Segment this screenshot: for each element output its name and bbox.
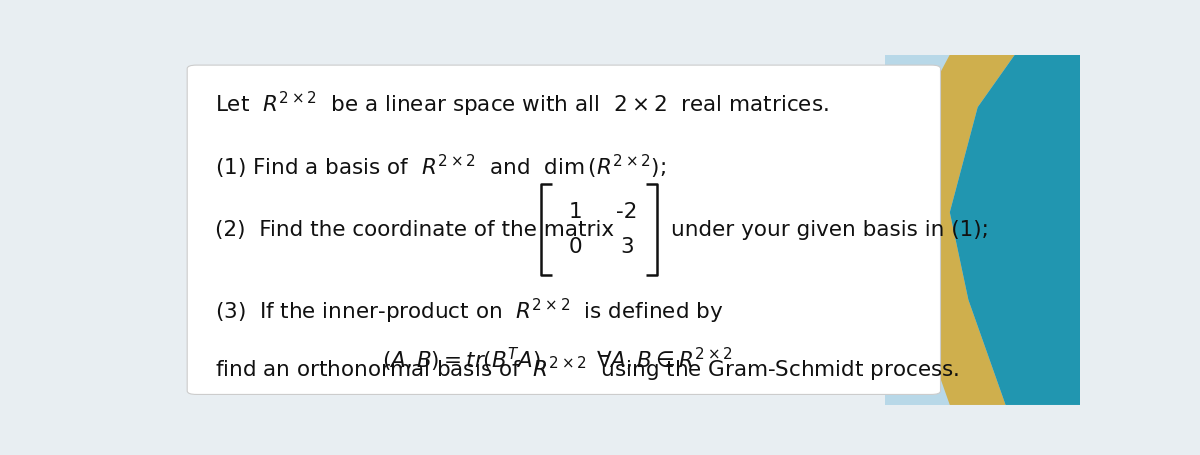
Text: (1) Find a basis of  $R^{2\times2}$  and  $\mathrm{dim}\,(R^{2\times2})$;: (1) Find a basis of $R^{2\times2}$ and $… bbox=[215, 153, 666, 181]
FancyBboxPatch shape bbox=[187, 65, 941, 394]
Polygon shape bbox=[884, 55, 1080, 405]
Text: Let  $R^{2\times2}$  be a linear space with all  $2 \times 2$  real matrices.: Let $R^{2\times2}$ be a linear space wit… bbox=[215, 90, 829, 119]
Text: 1: 1 bbox=[568, 202, 582, 222]
Polygon shape bbox=[894, 55, 1015, 405]
Text: $(A, B) = tr(B^T A),$: $(A, B) = tr(B^T A),$ bbox=[383, 345, 547, 374]
Text: (3)  If the inner-product on  $R^{2\times2}$  is defined by: (3) If the inner-product on $R^{2\times2… bbox=[215, 296, 724, 325]
Text: (2)  Find the coordinate of the matrix: (2) Find the coordinate of the matrix bbox=[215, 220, 614, 240]
Text: 0: 0 bbox=[568, 238, 582, 257]
Text: $\forall A, B \in R^{2\times2}$: $\forall A, B \in R^{2\times2}$ bbox=[596, 345, 733, 373]
Text: -2: -2 bbox=[617, 202, 637, 222]
Text: find an orthonormal basis of  $R^{2\times2}$  using the Gram-Schmidt process.: find an orthonormal basis of $R^{2\times… bbox=[215, 355, 960, 384]
Polygon shape bbox=[950, 55, 1080, 405]
Text: under your given basis in (1);: under your given basis in (1); bbox=[671, 220, 989, 240]
Text: 3: 3 bbox=[620, 238, 634, 257]
